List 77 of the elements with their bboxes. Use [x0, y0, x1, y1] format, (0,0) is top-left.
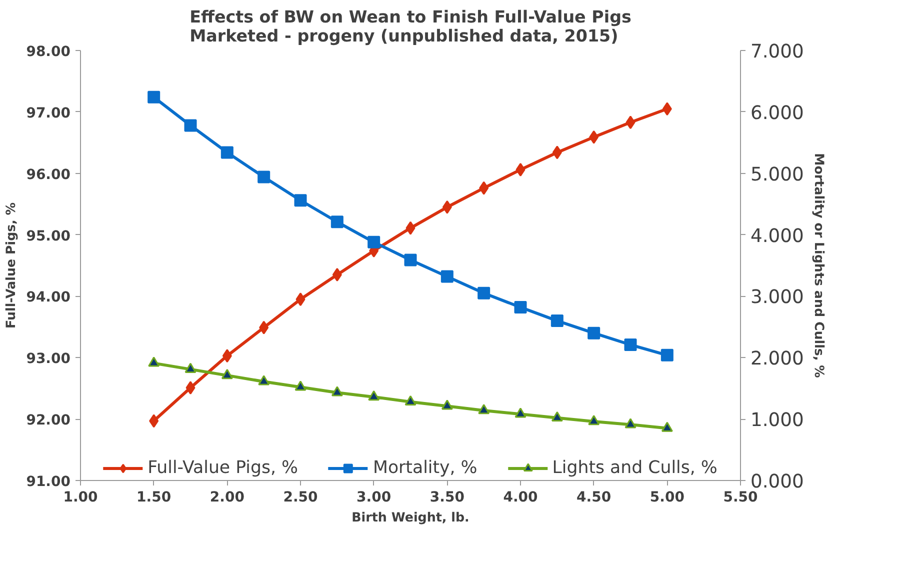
- point: [368, 390, 380, 401]
- point: [258, 170, 270, 184]
- x-tick-label: 2.50: [283, 490, 318, 506]
- y2-tick-label: 5.000: [750, 164, 804, 186]
- point: [624, 338, 637, 351]
- point: [662, 102, 672, 116]
- x-tick-label: 1.00: [63, 490, 98, 506]
- x-tick-label: 4.50: [576, 490, 612, 506]
- point: [589, 130, 599, 144]
- x-axis-title: Birth Weight, lb.: [352, 510, 470, 524]
- point: [332, 268, 342, 282]
- point: [478, 404, 490, 414]
- point: [479, 181, 489, 195]
- x-tick-label: 3.50: [430, 490, 465, 506]
- y-tick-label: 95.00: [26, 228, 71, 244]
- point: [514, 301, 527, 314]
- y-axis-title: Full-Value Pigs, %: [3, 202, 18, 329]
- point: [184, 119, 197, 132]
- point: [440, 270, 454, 283]
- point: [516, 162, 526, 176]
- y2-tick-label: 3.000: [750, 287, 804, 308]
- x-tick-label: 2.00: [210, 490, 245, 506]
- x-tick-label: 5.00: [650, 490, 685, 506]
- y-tick-label: 91.00: [26, 474, 71, 490]
- point: [221, 368, 233, 380]
- point: [406, 221, 416, 235]
- point: [404, 254, 417, 266]
- point: [220, 146, 234, 159]
- y-tick-label: 98.00: [26, 44, 71, 60]
- point: [588, 326, 600, 340]
- y2-tick-label: 6.000: [750, 102, 804, 124]
- legend-label: Mortality, %: [373, 458, 478, 478]
- point: [296, 292, 306, 306]
- point: [404, 395, 416, 406]
- y2-tick-label: 0.000: [750, 472, 804, 492]
- chart-title: Effects of BW on Wean to Finish Full-Value Pigs Marketed - progeny (unpublished data, 2015): [190, 8, 632, 46]
- legend-label: Lights and Culls, %: [552, 458, 718, 478]
- y-tick-label: 97.00: [26, 105, 71, 122]
- x-tick-label: 1.50: [136, 490, 172, 506]
- y-tick-label: 96.00: [26, 166, 71, 183]
- point: [551, 411, 563, 422]
- y-tick-label: 94.00: [26, 290, 71, 306]
- point: [478, 286, 490, 300]
- point: [186, 380, 196, 394]
- y-tick-label: 92.00: [26, 412, 71, 429]
- point: [624, 418, 636, 428]
- point: [222, 349, 232, 363]
- y2-tick-label: 2.000: [750, 348, 804, 370]
- point: [184, 362, 196, 373]
- y2-tick-label: 1.000: [750, 410, 804, 432]
- point: [626, 116, 636, 130]
- point: [550, 314, 564, 328]
- x-tick-label: 4.00: [503, 490, 538, 506]
- x-tick-label: 3.00: [356, 490, 392, 506]
- point: [294, 194, 307, 207]
- point: [258, 375, 270, 386]
- point: [441, 400, 453, 410]
- y2-axis-title: Mortality or Lights and Culls, %: [812, 153, 827, 378]
- point: [148, 356, 160, 367]
- point: [148, 90, 160, 104]
- y-tick-label: 93.00: [26, 351, 71, 368]
- point: [514, 408, 526, 418]
- point: [588, 415, 600, 426]
- y2-tick-label: 7.000: [750, 42, 804, 62]
- point: [552, 146, 562, 160]
- point: [259, 320, 269, 334]
- point: [661, 422, 673, 432]
- point: [149, 414, 159, 428]
- point: [331, 386, 343, 396]
- point: [442, 200, 452, 214]
- point: [368, 236, 380, 248]
- point: [294, 380, 306, 391]
- legend-label: Full-Value Pigs, %: [148, 458, 298, 478]
- y2-tick-label: 4.000: [750, 226, 804, 247]
- point: [660, 348, 674, 362]
- x-tick-label: 5.50: [723, 490, 758, 506]
- point: [330, 216, 344, 228]
